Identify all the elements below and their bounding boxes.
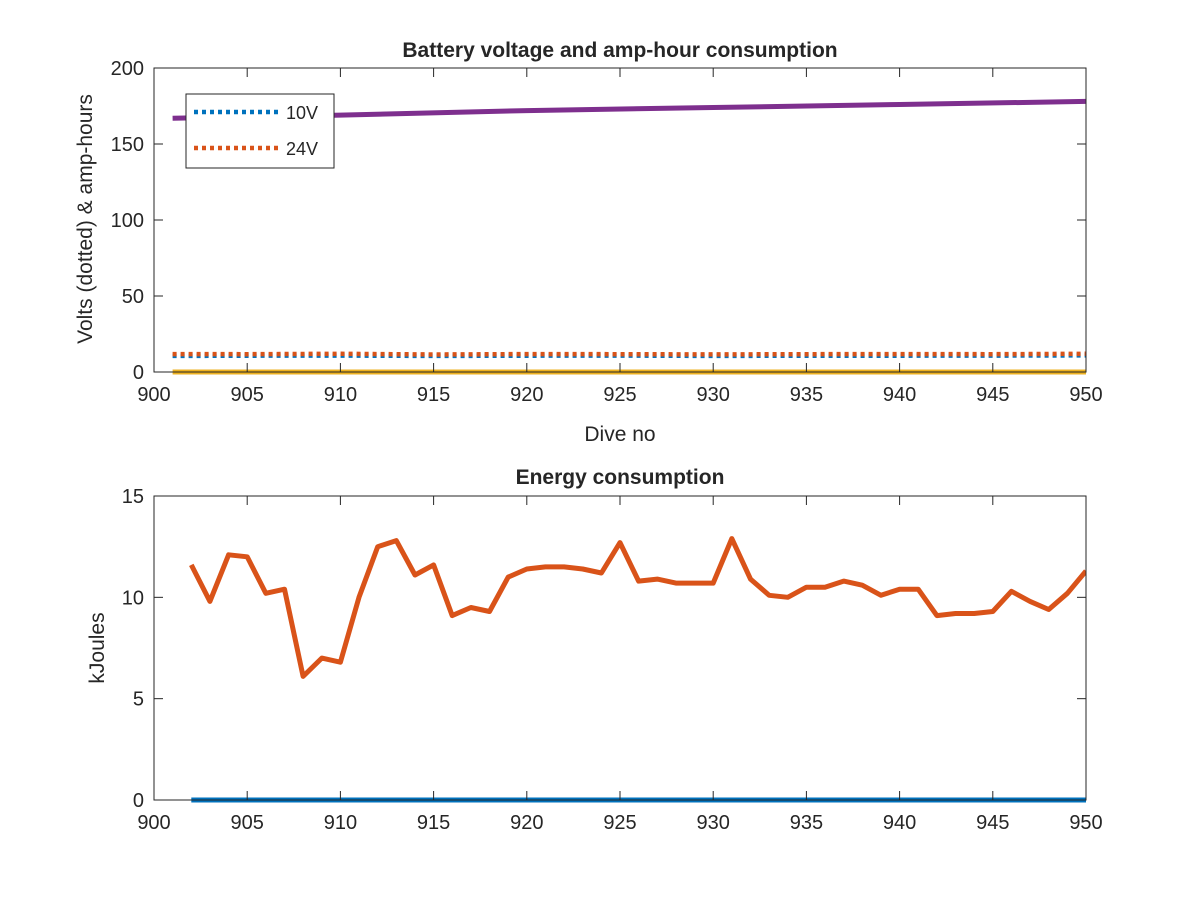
battery-chart-x-tick-label: 940 (883, 384, 916, 406)
energy-chart-x-tick-label: 925 (603, 812, 636, 834)
battery-chart-x-tick-label: 920 (510, 384, 543, 406)
energy-chart-x-tick-label: 935 (790, 812, 823, 834)
battery-chart-x-tick-label: 950 (1069, 384, 1102, 406)
energy-chart-y-tick-label: 10 (122, 587, 144, 609)
energy-chart-x-tick-label: 920 (510, 812, 543, 834)
energy-chart-y-tick-label: 15 (122, 486, 144, 508)
battery-chart-x-axis-label: Dive no (584, 423, 655, 446)
battery-chart-y-axis-label: Volts (dotted) & amp-hours (74, 94, 97, 344)
energy-chart-y-axis-label: kJoules (86, 612, 109, 683)
energy-chart-x-tick-label: 940 (883, 812, 916, 834)
battery-chart-legend-label: 10V (286, 103, 318, 123)
energy-chart-title: Energy consumption (516, 466, 725, 489)
energy-chart-x-tick-label: 950 (1069, 812, 1102, 834)
battery-chart-x-tick-label: 935 (790, 384, 823, 406)
battery-chart-y-tick-label: 100 (111, 210, 144, 232)
energy-chart-y-tick-label: 5 (133, 689, 144, 711)
energy-chart-x-tick-label: 910 (324, 812, 357, 834)
battery-chart-y-tick-label: 50 (122, 286, 144, 308)
battery-chart-series-1-line (172, 351, 1086, 357)
energy-chart-x-tick-label: 900 (137, 812, 170, 834)
battery-chart-x-tick-label: 945 (976, 384, 1009, 406)
battery-chart-y-tick-label: 200 (111, 58, 144, 80)
energy-chart-x-tick-label: 945 (976, 812, 1009, 834)
battery-chart-y-tick-label: 0 (133, 362, 144, 384)
battery-chart-title: Battery voltage and amp-hour consumption (402, 39, 837, 62)
battery-chart: Battery voltage and amp-hour consumption… (74, 39, 1103, 446)
energy-chart-x-tick-label: 930 (697, 812, 730, 834)
battery-chart-y-tick-label: 150 (111, 134, 144, 156)
battery-chart-x-tick-label: 905 (231, 384, 264, 406)
energy-chart: Energy consumption kJoules 900 905 910 915 9… (86, 466, 1103, 834)
battery-chart-x-tick-label: 910 (324, 384, 357, 406)
battery-chart-x-tick-label: 925 (603, 384, 636, 406)
energy-chart-y-tick-label: 0 (133, 790, 144, 812)
energy-chart-x-tick-label: 915 (417, 812, 450, 834)
energy-chart-series-0-line (189, 536, 1086, 679)
battery-chart-x-tick-label: 915 (417, 384, 450, 406)
energy-chart-x-tick-label: 905 (231, 812, 264, 834)
battery-chart-legend-label: 24V (286, 139, 318, 159)
battery-chart-legend: 10V 24V (185, 93, 335, 169)
battery-chart-x-tick-label: 900 (137, 384, 170, 406)
battery-chart-x-tick-label: 930 (697, 384, 730, 406)
battery-chart-legend-box (185, 93, 335, 169)
